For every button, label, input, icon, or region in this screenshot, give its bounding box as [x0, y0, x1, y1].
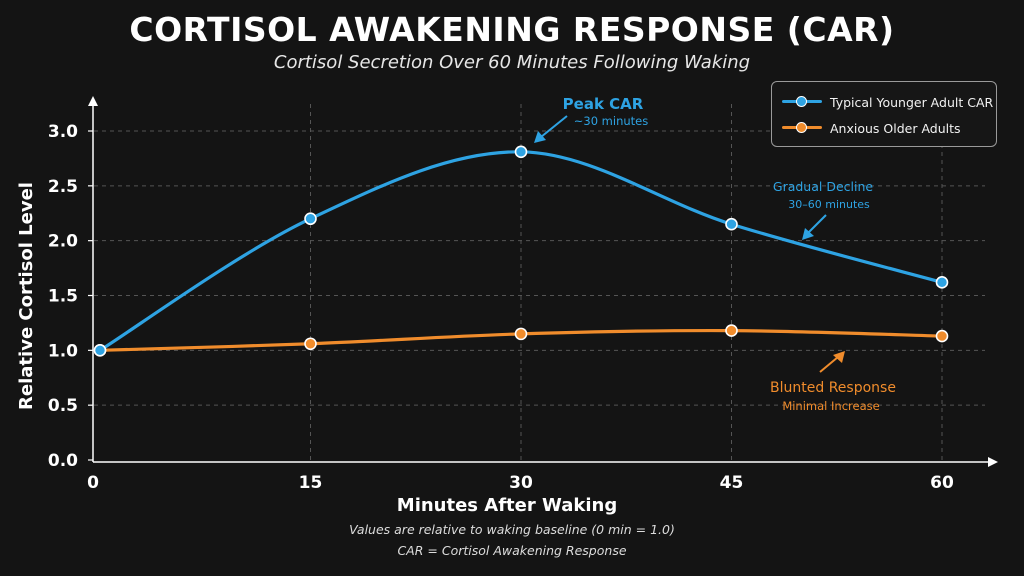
y-axis-label: Relative Cortisol Level — [16, 182, 37, 410]
axes — [88, 96, 998, 467]
decline-arrow-icon — [802, 228, 814, 240]
data-point-anxious — [725, 324, 738, 337]
data-point-typical — [935, 276, 949, 289]
y-axis-arrow-icon — [88, 96, 98, 106]
legend: Typical Younger Adult CAR Anxious Older … — [771, 81, 997, 147]
annotation-decline: Gradual Decline 30–60 minutes — [773, 179, 874, 240]
annotation-peak: Peak CAR ~30 minutes — [534, 95, 648, 143]
y-tick-label: 2.5 — [48, 177, 78, 197]
legend-item-anxious: Anxious Older Adults — [782, 118, 961, 138]
data-point-typical — [93, 344, 107, 357]
data-point-anxious — [935, 329, 949, 343]
legend-item-typical: Typical Younger Adult CAR — [782, 92, 993, 112]
blunted-arrow-icon — [833, 351, 845, 363]
y-tick-label: 0.5 — [48, 396, 78, 416]
x-tick-label: 30 — [509, 473, 533, 493]
data-series — [93, 145, 949, 357]
x-axis-label: Minutes After Waking — [397, 495, 617, 516]
y-tick-label: 0.0 — [48, 451, 78, 471]
data-point-typical — [514, 145, 528, 159]
data-point-typical — [304, 212, 317, 226]
chart-title: CORTISOL AWAKENING RESPONSE (CAR) — [129, 10, 895, 49]
annotation-blunted: Blunted Response Minimal Increase — [770, 351, 896, 413]
legend-swatch-typical — [782, 92, 822, 112]
data-point-typical — [725, 217, 738, 231]
peak-arrow-shaft — [540, 115, 568, 138]
annotation-decline-title: Gradual Decline — [773, 179, 874, 194]
data-point-anxious — [304, 337, 317, 351]
y-tick-label: 2.0 — [48, 232, 78, 252]
data-point-anxious — [514, 327, 528, 341]
chart-subtitle: Cortisol Secretion Over 60 Minutes Follo… — [273, 52, 751, 73]
x-tick-label: 0 — [87, 473, 99, 493]
annotation-blunted-title: Blunted Response — [770, 380, 896, 396]
peak-arrow-icon — [534, 131, 546, 143]
y-tick-label: 1.5 — [48, 287, 78, 307]
footnote-car-definition: CAR = Cortisol Awakening Response — [397, 543, 627, 558]
x-axis-arrow-icon — [988, 457, 998, 467]
x-tick-label: 45 — [720, 473, 744, 493]
blunted-arrow-shaft — [819, 356, 839, 373]
legend-swatch-anxious — [782, 118, 822, 138]
decline-arrow-shaft — [807, 214, 827, 234]
legend-label-typical: Typical Younger Adult CAR — [830, 94, 994, 110]
y-tick-label: 1.0 — [48, 341, 78, 361]
annotation-peak-subtitle: ~30 minutes — [574, 114, 648, 128]
annotation-peak-title: Peak CAR — [563, 95, 644, 113]
legend-label-anxious: Anxious Older Adults — [830, 120, 961, 136]
x-tick-label: 60 — [930, 473, 954, 493]
footnote-baseline: Values are relative to waking baseline (… — [349, 522, 675, 537]
annotation-blunted-subtitle: Minimal Increase — [782, 399, 879, 413]
x-tick-label: 15 — [299, 473, 323, 493]
annotation-decline-subtitle: 30–60 minutes — [788, 198, 870, 211]
y-tick-label: 3.0 — [48, 122, 78, 142]
tick-labels: 0.0 0.5 1.0 1.5 2.0 2.5 3.0 0 15 30 45 60 — [48, 122, 954, 493]
